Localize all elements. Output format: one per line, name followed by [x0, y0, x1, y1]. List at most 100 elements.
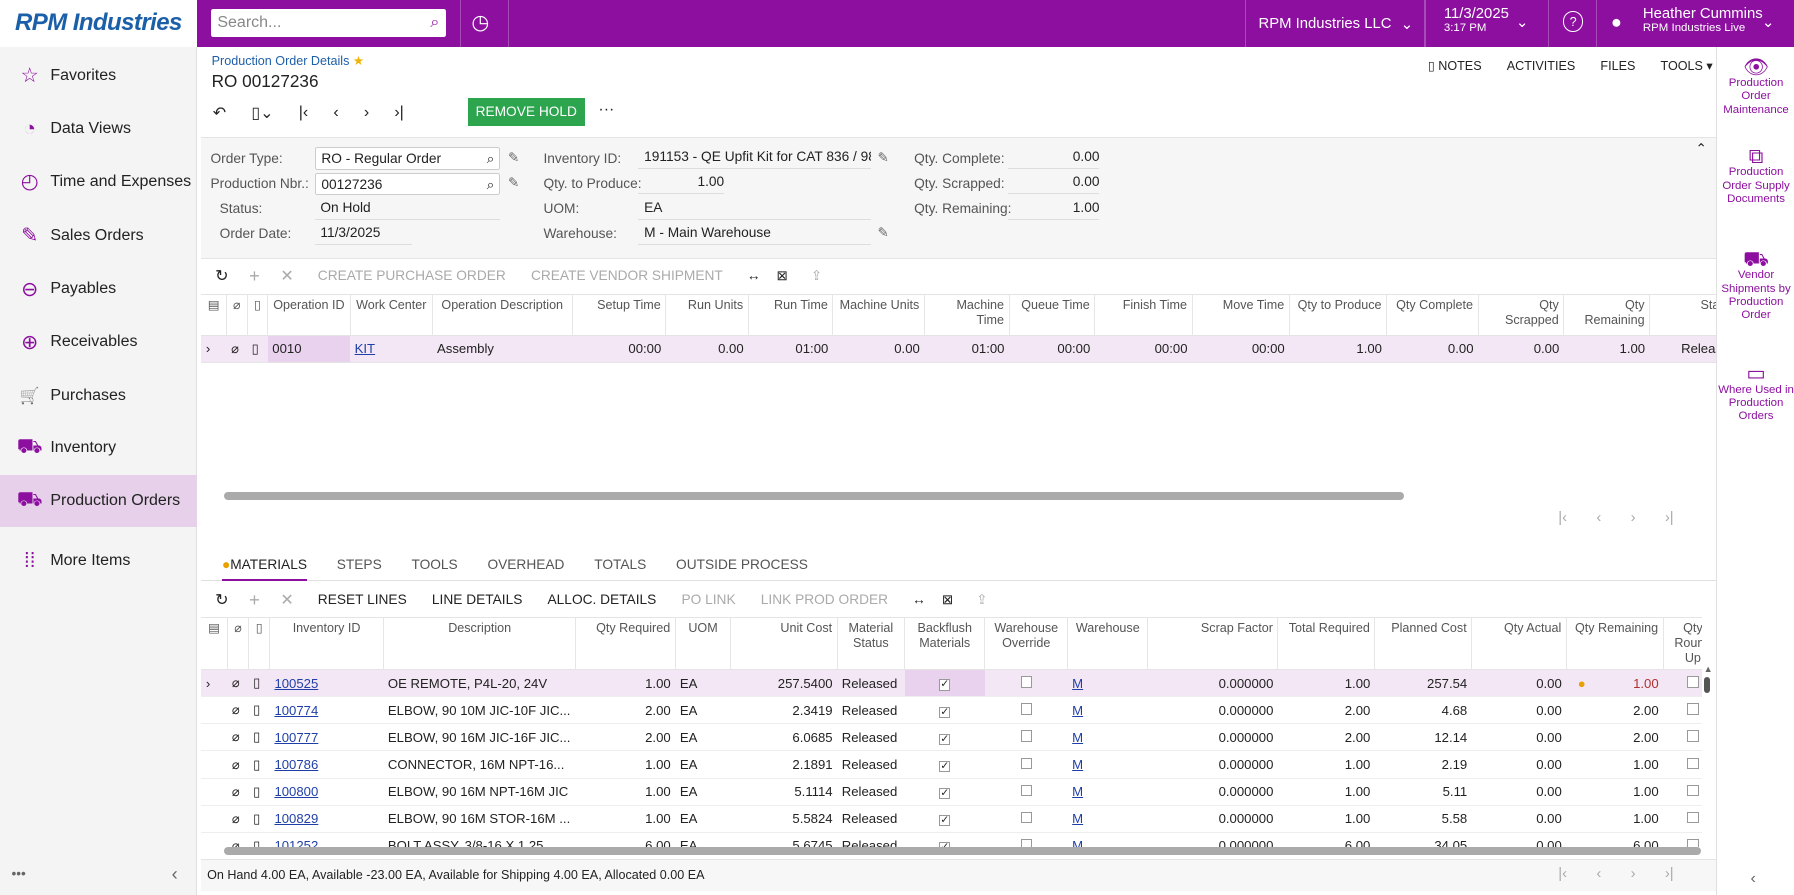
cell-qty-round-up-checkbox[interactable] [1663, 751, 1702, 778]
checkbox[interactable] [1020, 757, 1032, 769]
order-date-field[interactable]: 11/3/2025 [314, 222, 412, 245]
note-icon[interactable]: ▯ [247, 335, 268, 363]
chevron-down-icon[interactable]: ⌄ [1515, 14, 1529, 31]
row-expand-icon[interactable] [201, 805, 227, 832]
undo-icon[interactable]: ↶ [212, 105, 227, 123]
add-row-icon[interactable]: + [249, 588, 260, 610]
column-header[interactable]: Operation Description [432, 295, 573, 336]
row-expand-icon[interactable] [201, 697, 227, 724]
upload-icon[interactable]: ⇪ [976, 591, 988, 607]
checkbox[interactable] [1020, 811, 1032, 824]
table-row[interactable]: ⌀ ▯ 100829 ELBOW, 90 16M STOR-16M ... 1.00 EA… [201, 805, 1703, 833]
cell-backflush-materials-checkbox[interactable]: ✓ [905, 778, 985, 805]
column-header[interactable]: Qty Scrapped [1478, 295, 1565, 336]
column-header[interactable]: Qty Complete [1386, 295, 1479, 336]
cell-warehouse-override-checkbox[interactable] [985, 751, 1068, 778]
column-header[interactable]: Setup Time [572, 295, 667, 336]
row-expand-icon[interactable] [201, 778, 227, 805]
expand-panel-icon[interactable]: ‹ [1750, 869, 1756, 887]
export-excel-icon[interactable]: ⊠ [776, 267, 789, 283]
cell-qty-round-up-checkbox[interactable] [1663, 805, 1702, 832]
attachment-icon[interactable]: ⌀ [231, 810, 240, 826]
checkbox[interactable] [1687, 784, 1699, 797]
more-icon[interactable]: ••• [11, 866, 26, 882]
cell-warehouse[interactable]: M [1072, 729, 1084, 745]
checkbox[interactable] [1020, 703, 1032, 715]
warehouse-field[interactable]: M - Main Warehouse [638, 222, 871, 245]
breadcrumb-link[interactable]: Production Order Details [211, 53, 350, 68]
column-header[interactable]: Material Status [837, 617, 906, 670]
column-header[interactable]: Qty Actual [1471, 617, 1567, 670]
side-action-1[interactable]: ⧉ Production Order Supply Documents [1717, 146, 1794, 206]
attachment-icon[interactable]: ⌀ [231, 756, 240, 772]
delete-row-icon[interactable]: ✕ [280, 267, 294, 285]
delete-row-icon[interactable]: ✕ [280, 591, 294, 609]
column-header[interactable]: Run Time [748, 295, 834, 336]
clipboard-icon[interactable]: ▯⌄ [251, 105, 274, 123]
tab-steps[interactable]: STEPS [337, 549, 382, 581]
notes-button[interactable]: ▯ NOTES [1427, 59, 1482, 74]
cell-backflush-materials-checkbox[interactable]: ✓ [905, 751, 985, 778]
order-type-field[interactable]: RO - Regular Order ⌕ [314, 147, 500, 171]
horizontal-scrollbar[interactable] [224, 846, 1702, 855]
cell-warehouse-override-checkbox[interactable] [985, 724, 1068, 751]
checkbox[interactable]: ✓ [938, 842, 951, 847]
edit-icon[interactable]: ✎ [877, 225, 890, 241]
star-icon[interactable]: ★ [352, 53, 365, 68]
cell-qty-round-up-checkbox[interactable] [1663, 669, 1703, 697]
checkbox[interactable] [1020, 838, 1032, 847]
cell-warehouse-override-checkbox[interactable] [985, 832, 1068, 847]
checkbox[interactable] [1020, 730, 1032, 742]
cell-backflush-materials-checkbox[interactable]: ✓ [905, 832, 985, 847]
sidebar-item-time-and-expenses[interactable]: ◴ Time and Expenses [0, 156, 197, 209]
tab-totals[interactable]: TOTALS [594, 549, 646, 581]
cell-inventory-id[interactable]: 101252 [274, 838, 319, 847]
materials-pager[interactable]: |‹ ‹ › ›| [1558, 866, 1674, 883]
tab-materials[interactable]: ●MATERIALS [221, 549, 307, 581]
table-row[interactable]: › ⌀ ▯ 100525 OE REMOTE, P4L-20, 24V 1.00 EA 257… [201, 669, 1703, 697]
select-all-icon[interactable]: ▤ [201, 295, 228, 336]
checkbox[interactable] [1687, 838, 1699, 847]
files-button[interactable]: FILES [1600, 58, 1636, 73]
cell-warehouse-override-checkbox[interactable] [985, 805, 1068, 832]
link-prod-order-button[interactable]: LINK PROD ORDER [760, 592, 889, 607]
column-header[interactable]: Qty Round Up [1663, 617, 1703, 670]
search-icon[interactable]: ⌕ [486, 151, 495, 167]
column-header[interactable]: Scrap Factor [1147, 617, 1279, 670]
previous-record-icon[interactable]: ‹ [333, 104, 339, 122]
activities-button[interactable]: ACTIVITIES [1506, 58, 1576, 73]
table-row[interactable]: ⌀ ▯ 101252 BOLT ASSY, 3/8-16 X 1.25 6.00 EA 5.… [201, 832, 1702, 847]
table-row[interactable]: ⌀ ▯ 100777 ELBOW, 90 16M JIC-16F JIC... 2.00… [201, 724, 1703, 751]
history-icon[interactable]: ◷ [471, 11, 490, 35]
help-icon[interactable]: ? [1562, 11, 1584, 33]
cell-warehouse[interactable]: M [1072, 838, 1084, 847]
sidebar-item-favorites[interactable]: ☆ Favorites [0, 49, 197, 102]
create-purchase-order-button[interactable]: CREATE PURCHASE ORDER [317, 268, 506, 284]
cell-qty-round-up-checkbox[interactable] [1663, 724, 1702, 751]
vertical-scrollbar[interactable]: ▲ [1703, 664, 1713, 847]
cell-warehouse[interactable]: M [1072, 811, 1084, 827]
side-action-0[interactable]: 👁 Production Order Maintenance [1717, 56, 1794, 117]
po-link-button[interactable]: PO LINK [681, 592, 736, 607]
line-details-button[interactable]: LINE DETAILS [431, 592, 523, 607]
column-header[interactable]: Qty Remaining [1563, 295, 1651, 336]
cell-warehouse[interactable]: M [1072, 784, 1084, 800]
column-header[interactable]: Qty to Produce [1289, 295, 1388, 336]
cell-qty-round-up-checkbox[interactable] [1663, 697, 1702, 724]
column-header[interactable]: Finish Time [1094, 295, 1193, 336]
checkbox[interactable] [1687, 811, 1699, 824]
row-expand-icon[interactable]: › [201, 669, 228, 697]
column-header[interactable]: Machine Time [924, 295, 1010, 336]
cell-inventory-id[interactable]: 100525 [269, 669, 384, 697]
cell-inventory-id[interactable]: 100800 [274, 784, 319, 800]
refresh-icon[interactable]: ↻ [215, 267, 229, 285]
attachment-icon[interactable]: ⌀ [231, 837, 240, 847]
column-header[interactable]: Unit Cost [730, 617, 838, 670]
cell-qty-round-up-checkbox[interactable] [1663, 778, 1702, 805]
column-header[interactable]: Total Required [1277, 617, 1376, 670]
column-header[interactable]: Work Center [350, 295, 433, 336]
column-header[interactable]: Status [1649, 295, 1717, 336]
cell-inventory-id[interactable]: 100777 [274, 729, 319, 745]
table-row[interactable]: ⌀ ▯ 100774 ELBOW, 90 10M JIC-10F JIC... 2.00… [201, 697, 1703, 724]
company-logo[interactable]: RPM Industries [0, 0, 197, 47]
